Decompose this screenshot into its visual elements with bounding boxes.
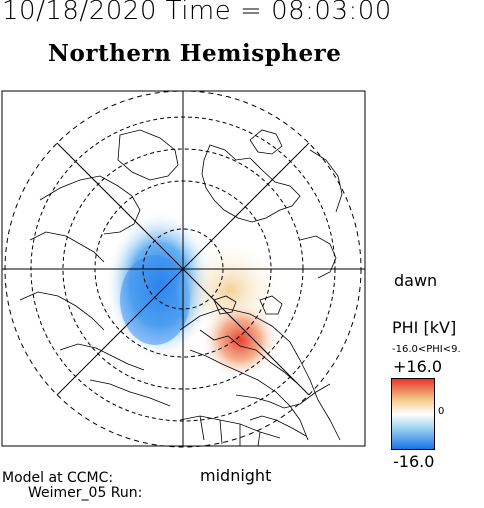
colorbar-range: -16.0<PHI<9. <box>392 344 461 355</box>
map-frame <box>1 90 366 447</box>
dawn-label: dawn <box>394 271 438 290</box>
colorbar-title: PHI [kV] <box>392 318 457 337</box>
date-time-title: 10/18/2020 Time = 08:03:00 <box>2 0 392 26</box>
colorbar <box>391 378 435 450</box>
model-label: Model at CCMC: <box>2 470 114 486</box>
midnight-label: midnight <box>200 466 272 485</box>
coastlines <box>19 129 343 446</box>
colorbar-min-label: -16.0 <box>393 452 435 471</box>
potential-pattern <box>105 210 285 380</box>
colorbar-zero-label: 0 <box>438 406 445 417</box>
colorbar-max-label: +16.0 <box>393 357 443 376</box>
run-label: Weimer_05 Run: <box>28 485 143 501</box>
hemisphere-title: Northern Hemisphere <box>48 40 342 67</box>
polar-map <box>1 90 366 448</box>
meridian-lines <box>2 91 365 446</box>
